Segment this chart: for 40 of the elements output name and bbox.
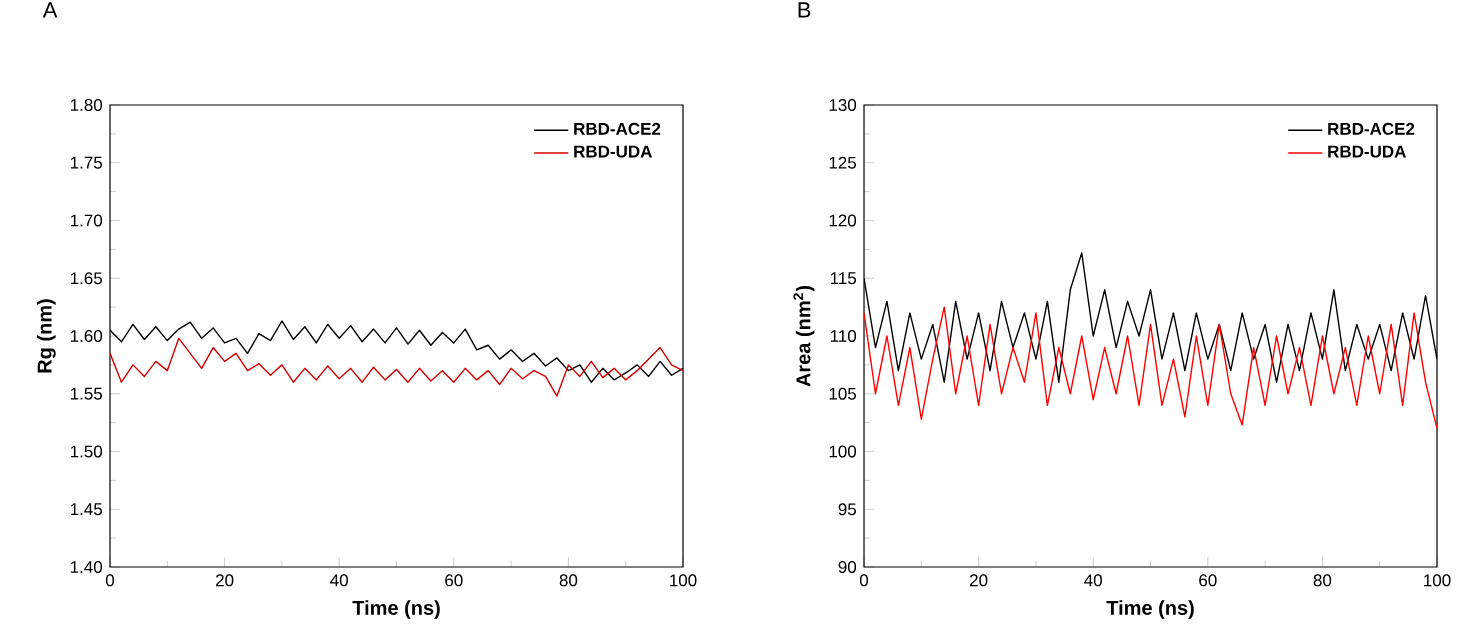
chart-title: B bbox=[798, 2, 811, 18]
x-tick-label: 60 bbox=[1199, 574, 1217, 587]
y-tick-label: 90 bbox=[838, 560, 857, 574]
y-tick-label: 105 bbox=[829, 387, 857, 400]
y-tick-label: 1.75 bbox=[70, 156, 103, 169]
y-tick-label: 110 bbox=[830, 329, 857, 343]
y-tick-label: 1.70 bbox=[70, 214, 103, 227]
y-tick-label: 95 bbox=[838, 503, 857, 516]
legend-label: RBD-ACE2 bbox=[1328, 122, 1415, 135]
y-tick-label: 1.55 bbox=[70, 387, 103, 400]
y-axis-title: Area (nm$^{2}$) bbox=[793, 285, 815, 387]
x-tick-label: 0 bbox=[105, 574, 115, 587]
x-tick-label: 80 bbox=[1313, 574, 1332, 587]
legend-label: RBD-UDA bbox=[1328, 145, 1406, 158]
x-tick-label: 20 bbox=[970, 574, 988, 587]
y-tick-label: 115 bbox=[830, 272, 857, 285]
y-tick-label: 1.50 bbox=[70, 445, 103, 458]
legend-label: RBD-UDA bbox=[574, 145, 652, 158]
y-tick-label: 100 bbox=[829, 445, 857, 458]
y-tick-label: 130 bbox=[829, 98, 857, 111]
x-axis-title: Time (ns) bbox=[352, 600, 440, 619]
x-tick-label: 60 bbox=[445, 574, 463, 587]
legend-label: RBD-ACE2 bbox=[574, 122, 661, 135]
x-tick-label: 0 bbox=[859, 574, 869, 587]
y-tick-label: 1.65 bbox=[70, 272, 103, 285]
x-tick-label: 40 bbox=[330, 574, 348, 587]
x-tick-label: 20 bbox=[216, 574, 234, 587]
y-tick-label: 125 bbox=[829, 156, 857, 169]
y-tick-label: 1.80 bbox=[70, 98, 103, 111]
x-tick-label: 80 bbox=[559, 574, 578, 587]
y-tick-label: 1.40 bbox=[70, 560, 103, 574]
y-tick-label: 120 bbox=[829, 214, 857, 227]
y-tick-label: 1.45 bbox=[70, 503, 103, 516]
y-tick-label: 1.60 bbox=[70, 329, 103, 343]
chart-title: A bbox=[42, 2, 58, 18]
x-tick-label: 100 bbox=[670, 574, 697, 587]
x-tick-label: 100 bbox=[1424, 574, 1451, 587]
x-tick-label: 40 bbox=[1084, 574, 1102, 587]
y-axis-title: Rg (nm) bbox=[36, 299, 56, 373]
x-axis-title: Time (ns) bbox=[1106, 600, 1194, 619]
